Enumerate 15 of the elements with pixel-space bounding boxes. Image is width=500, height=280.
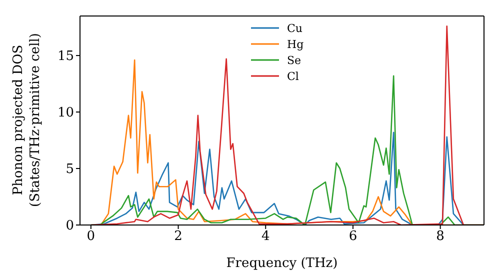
x-tick-label: 2 [174,229,182,244]
y-tick-label: 10 [57,106,74,121]
x-tick-label: 6 [348,229,358,244]
y-tick-label: 5 [66,162,74,178]
legend-label: Se [287,54,302,66]
legend-label: Cu [287,22,303,34]
y-tick-label: 0 [66,218,74,234]
x-tick-label: 8 [436,229,444,244]
y-tick-label: 15 [57,49,74,64]
legend-label: Hg [287,38,304,50]
y-axis-title: Phonon projected DOS (States/THz·primitive cell) [11,32,43,208]
x-tick-label: 4 [261,229,270,244]
x-tick-label: 0 [86,229,96,244]
legend-label: Cl [287,70,299,82]
x-axis-title: Frequency (THz) [226,256,338,271]
